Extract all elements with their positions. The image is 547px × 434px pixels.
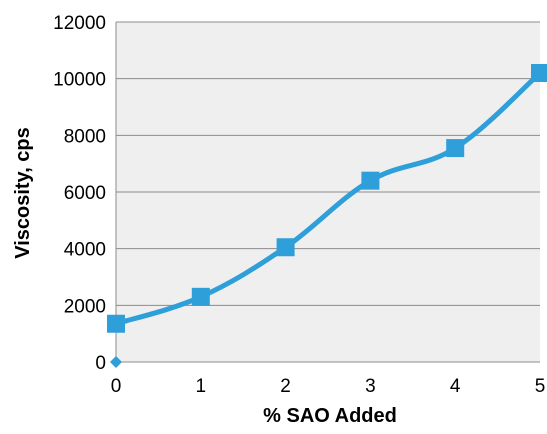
x-tick-label: 0 <box>111 376 122 397</box>
x-tick-label: 3 <box>365 376 376 397</box>
x-tick-label: 2 <box>280 376 291 397</box>
data-point-marker <box>361 171 380 190</box>
x-tick-label: 4 <box>450 376 461 397</box>
data-point-marker <box>531 64 547 82</box>
diamond-marker <box>110 356 122 368</box>
x-axis-title: % SAO Added <box>263 405 397 427</box>
x-tick-label: 1 <box>196 376 207 397</box>
data-point-marker <box>191 287 210 306</box>
data-point-marker <box>107 314 125 333</box>
y-tick-label: 6000 <box>64 183 106 204</box>
data-point-marker <box>446 139 465 158</box>
y-tick-label: 10000 <box>53 70 106 91</box>
series-layer <box>107 64 547 368</box>
y-axis-ticks: 0 2000 4000 6000 8000 10000 12000 <box>53 13 106 374</box>
y-tick-label: 0 <box>95 353 106 374</box>
y-tick-label: 12000 <box>53 13 106 34</box>
x-tick-label: 5 <box>535 376 546 397</box>
y-tick-label: 8000 <box>64 126 106 147</box>
x-axis-ticks: 0 1 2 3 4 5 <box>111 376 546 397</box>
data-point-marker <box>276 238 295 257</box>
y-axis-title: Viscosity, cps <box>12 127 34 259</box>
y-tick-label: 4000 <box>64 240 106 261</box>
y-tick-label: 2000 <box>64 296 106 317</box>
